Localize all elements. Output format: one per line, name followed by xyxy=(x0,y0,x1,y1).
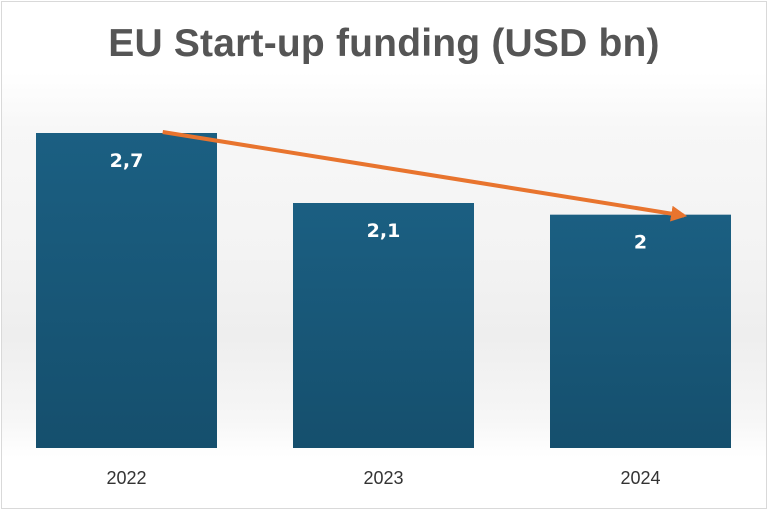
x-tick-label-2023: 2023 xyxy=(363,468,403,488)
bar-2022 xyxy=(36,133,217,448)
x-tick-label-2024: 2024 xyxy=(620,468,660,488)
data-label-2022: 2,7 xyxy=(110,150,144,172)
chart-title: EU Start-up funding (USD bn) xyxy=(108,22,660,65)
bar-2024 xyxy=(550,214,731,448)
data-label-2023: 2,1 xyxy=(367,220,401,242)
bar-2023 xyxy=(293,203,474,448)
trend-arrow xyxy=(162,130,688,222)
data-label-2024: 2 xyxy=(634,232,647,254)
x-tick-label-2022: 2022 xyxy=(106,468,146,488)
